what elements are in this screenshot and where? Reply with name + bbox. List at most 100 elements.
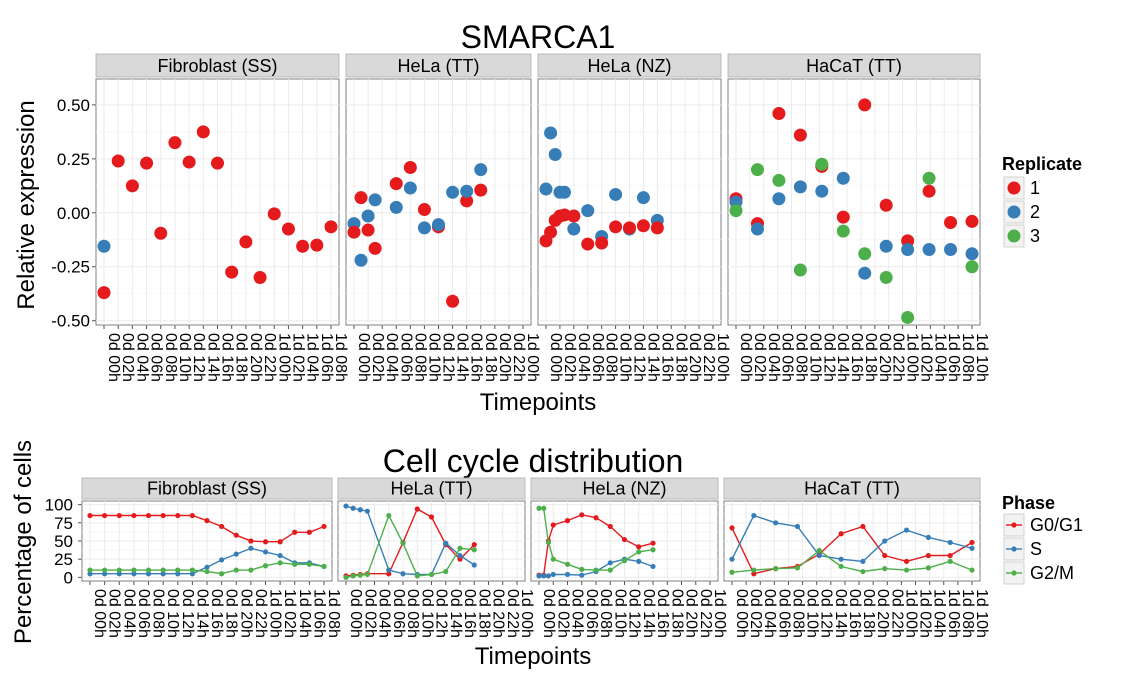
x-tick-label: 1d 00h xyxy=(518,589,535,638)
x-tick-label: 1d 04h xyxy=(931,589,948,638)
data-point-g2-m xyxy=(729,569,735,575)
facet-strip-label: Fibroblast (SS) xyxy=(157,56,277,76)
data-point-replicate-1 xyxy=(581,237,595,251)
data-point-g2-m xyxy=(160,567,166,573)
legend-label: 2 xyxy=(1030,202,1040,222)
data-point-g0-g1 xyxy=(607,523,613,530)
x-tick-label: 0d 18h xyxy=(233,333,250,382)
x-tick-label: 0d 06h xyxy=(135,589,152,638)
legend-dot xyxy=(1011,522,1017,528)
data-point-replicate-2 xyxy=(772,192,786,206)
data-point-replicate-2 xyxy=(567,222,581,236)
data-point-s xyxy=(87,571,93,577)
data-point-replicate-1 xyxy=(567,209,581,223)
x-tick-label: 0d 22h xyxy=(697,589,714,638)
data-point-s xyxy=(947,539,953,546)
data-point-replicate-1 xyxy=(417,203,431,217)
x-tick-label: 0d 20h xyxy=(686,333,703,382)
legend-entry-s: S xyxy=(1003,537,1042,561)
data-point-g2-m xyxy=(321,563,327,570)
x-tick-label: 0d 12h xyxy=(190,333,207,382)
x-tick-label: 0d 04h xyxy=(765,333,782,382)
legend-label: G0/G1 xyxy=(1030,515,1083,535)
data-point-replicate-1 xyxy=(267,207,281,221)
data-point-g0-g1 xyxy=(145,512,152,519)
x-tick-label: 0d 06h xyxy=(589,333,606,382)
x-tick-label: 0d 14h xyxy=(832,589,849,638)
x-tick-label: 0d 22h xyxy=(261,333,278,382)
data-point-replicate-1 xyxy=(403,160,417,174)
data-point-s xyxy=(579,572,585,578)
x-tick-label: 1d 00h xyxy=(711,589,728,638)
data-point-replicate-1 xyxy=(140,156,154,170)
x-tick-label: 0d 14h xyxy=(204,333,221,382)
data-point-g0-g1 xyxy=(903,558,910,564)
x-tick-label: 1d 00h xyxy=(714,333,731,382)
y-tick-label: 100 xyxy=(45,496,73,515)
facet-strip-label: HeLa (NZ) xyxy=(582,479,666,499)
facet-strip xyxy=(537,53,722,78)
x-tick-label: 0d 14h xyxy=(640,589,657,638)
x-tick-label: 0d 20h xyxy=(874,589,891,638)
legend-entry-2: 2 xyxy=(1003,200,1040,224)
data-point-replicate-2 xyxy=(368,193,382,207)
x-tick-label: 0d 04h xyxy=(383,333,400,382)
data-point-g0-g1 xyxy=(306,529,312,535)
legend-entry-3: 3 xyxy=(1003,224,1040,248)
data-point-replicate-2 xyxy=(97,239,111,253)
x-tick-label: 1d 10h xyxy=(973,589,990,638)
x-tick-label: 1d 08h xyxy=(325,589,342,638)
data-point-s xyxy=(189,571,195,577)
bottom-chart-title: Cell cycle distribution xyxy=(383,443,684,479)
bottom-chart-ylabel: Percentage of cells xyxy=(10,440,37,644)
x-tick-label: 0d 08h xyxy=(597,589,614,638)
data-point-g0-g1 xyxy=(550,522,556,528)
data-point-replicate-1 xyxy=(196,125,210,139)
data-point-g2-m xyxy=(87,567,93,573)
x-tick-label: 1d 06h xyxy=(318,333,335,382)
x-tick-label: 0d 04h xyxy=(761,589,778,638)
data-point-g0-g1 xyxy=(87,512,93,519)
data-point-replicate-3 xyxy=(858,247,872,261)
x-tick-label: 0d 20h xyxy=(237,589,254,638)
x-tick-label: 0d 20h xyxy=(683,589,700,638)
x-tick-label: 0d 10h xyxy=(164,589,181,638)
x-tick-label: 0d 20h xyxy=(876,333,893,382)
top-chart-ylabel: Relative expression xyxy=(13,100,40,309)
data-point-replicate-3 xyxy=(965,260,979,274)
x-tick-label: 0d 02h xyxy=(361,589,378,638)
x-tick-label: 0d 04h xyxy=(120,589,137,638)
data-point-g0-g1 xyxy=(262,539,269,545)
data-point-g0-g1 xyxy=(386,571,392,577)
data-point-replicate-2 xyxy=(548,148,562,162)
data-point-replicate-2 xyxy=(544,126,558,140)
x-tick-label: 0d 04h xyxy=(133,333,150,382)
data-point-replicate-1 xyxy=(389,177,403,191)
data-point-s xyxy=(350,505,356,511)
data-point-s xyxy=(838,556,844,562)
legend-entry-g0-g1: G0/G1 xyxy=(1003,513,1083,537)
x-tick-label: 0d 00h xyxy=(91,589,108,638)
x-tick-label: 0d 18h xyxy=(862,333,879,382)
data-point-s xyxy=(650,563,656,570)
data-point-g2-m xyxy=(204,568,210,575)
x-tick-label: 0d 08h xyxy=(603,333,620,382)
series-line-g2-m xyxy=(731,549,973,573)
facet-strip xyxy=(95,53,340,78)
data-point-g2-m xyxy=(343,574,349,580)
x-tick-label: 0d 18h xyxy=(482,333,499,382)
data-point-g2-m xyxy=(443,568,449,575)
data-point-g2-m xyxy=(882,566,888,572)
facet-strip xyxy=(530,477,719,500)
facet-strip xyxy=(337,477,526,500)
data-point-g2-m xyxy=(145,567,152,573)
data-point-g2-m xyxy=(357,572,363,578)
data-point-replicate-1 xyxy=(125,179,139,193)
data-point-replicate-2 xyxy=(965,247,979,261)
data-point-replicate-1 xyxy=(97,286,111,300)
data-point-g2-m xyxy=(593,567,599,573)
